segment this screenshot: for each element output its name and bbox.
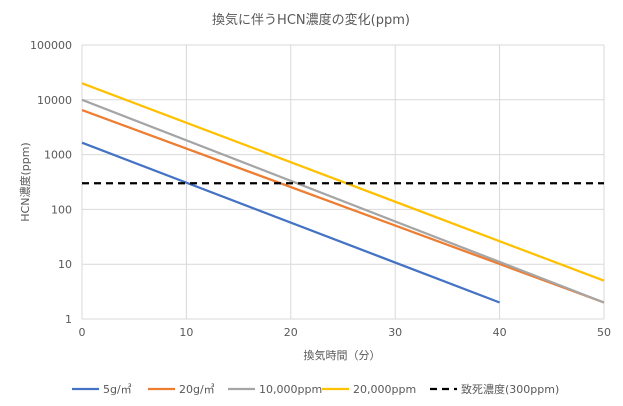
y-tick-label: 1	[65, 313, 72, 326]
legend-label: 20g/㎥	[179, 383, 215, 396]
series-lines	[81, 82, 605, 304]
y-tick-labels: 1 10 100 1000 10000 100000	[30, 39, 72, 326]
x-tick-label: 50	[597, 326, 611, 339]
series-line-2	[81, 98, 605, 304]
series-line-3	[81, 82, 605, 282]
legend-label: 20,000ppm	[353, 383, 416, 396]
legend-label: 5g/㎥	[103, 383, 132, 396]
y-tick-label: 10	[58, 258, 72, 271]
x-tick-label: 10	[179, 326, 193, 339]
x-tick-label: 30	[388, 326, 402, 339]
y-tick-label: 100	[51, 203, 72, 216]
series-line-0	[81, 141, 501, 304]
y-tick-label: 1000	[44, 149, 72, 162]
x-tick-labels: 0 10 20 30 40 50	[79, 326, 612, 339]
legend-label: 10,000ppm	[259, 383, 322, 396]
x-tick-label: 40	[493, 326, 507, 339]
y-tick-label: 100000	[30, 39, 72, 52]
y-axis-title: HCN濃度(ppm)	[18, 142, 32, 221]
x-axis-title: 換気時間（分）	[304, 348, 381, 362]
series-line-1	[81, 109, 605, 304]
x-tick-label: 0	[79, 326, 86, 339]
grid	[81, 44, 605, 320]
legend: 5g/㎥ 20g/㎥ 10,000ppm 20,000ppm 致死濃度(300ppm)	[72, 382, 559, 396]
legend-label: 致死濃度(300ppm)	[461, 382, 559, 396]
y-tick-label: 10000	[37, 94, 72, 107]
chart-title: 換気に伴うHCN濃度の変化(ppm)	[212, 12, 410, 28]
x-tick-label: 20	[284, 326, 298, 339]
